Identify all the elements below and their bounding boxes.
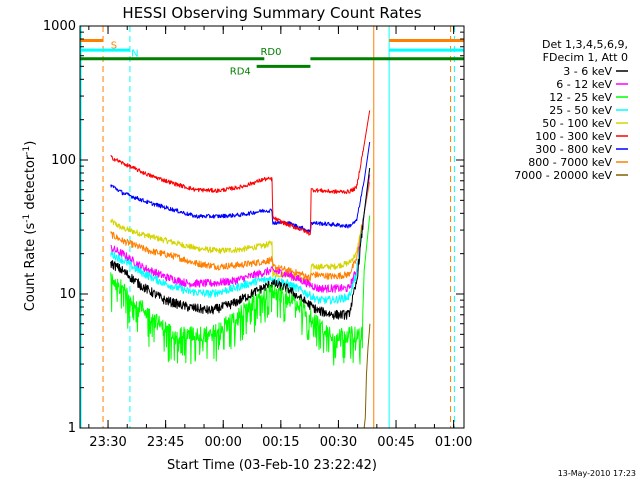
x-tick-label: 00:00 bbox=[204, 435, 241, 450]
y-tick-label: 1 bbox=[68, 421, 76, 436]
chart-title: HESSI Observing Summary Count Rates bbox=[122, 4, 421, 22]
series-line bbox=[110, 174, 371, 283]
y-axis-label-mid: detector bbox=[23, 154, 38, 214]
x-tick-label: 00:45 bbox=[377, 435, 414, 450]
x-tick-label: 01:00 bbox=[435, 435, 472, 450]
series-line bbox=[110, 167, 371, 320]
y-axis-ticks: 1 10 100 1000 bbox=[43, 19, 464, 436]
y-tick-label: 100 bbox=[51, 153, 76, 168]
x-tick-label: 23:45 bbox=[147, 435, 184, 450]
attenuator-event-lines bbox=[80, 26, 455, 428]
x-axis-ticks: 23:30 23:45 00:00 00:15 00:30 00:45 01:00 bbox=[88, 26, 472, 450]
legend-entry-label: 3 - 6 keV bbox=[563, 65, 612, 78]
y-tick-label: 1000 bbox=[43, 19, 76, 34]
series-line bbox=[110, 174, 371, 293]
x-tick-label: 00:15 bbox=[262, 435, 299, 450]
svg-text:Count Rate (s-1 detector-1): Count Rate (s-1 detector-1) bbox=[22, 141, 38, 312]
x-tick-label: 23:30 bbox=[89, 435, 126, 450]
x-tick-label: 00:30 bbox=[320, 435, 357, 450]
plot-frame bbox=[79, 25, 465, 429]
legend-header: FDecim 1, Att 0 bbox=[543, 51, 628, 64]
series-lines bbox=[110, 110, 371, 429]
series-line bbox=[363, 323, 371, 429]
y-axis-label-main: Count Rate (s bbox=[23, 223, 38, 312]
legend: Det 1,3,4,5,6,9,FDecim 1, Att 03 - 6 keV… bbox=[514, 38, 628, 182]
legend-entry-label: 800 - 7000 keV bbox=[528, 156, 612, 169]
flag-bars: S N RD0 RD4 bbox=[80, 38, 464, 77]
legend-entry-label: 7000 - 20000 keV bbox=[514, 169, 612, 182]
x-axis-label: Start Time (03-Feb-10 23:22:42) bbox=[167, 458, 377, 473]
flag-label: N bbox=[131, 49, 138, 60]
series-line bbox=[110, 215, 371, 366]
footer-date: 13-May-2010 17:23 bbox=[558, 469, 636, 478]
legend-entry-label: 6 - 12 keV bbox=[556, 78, 612, 91]
legend-header: Det 1,3,4,5,6,9, bbox=[542, 38, 628, 51]
series-line bbox=[110, 141, 371, 234]
legend-entry-label: 100 - 300 keV bbox=[535, 130, 612, 143]
series-line bbox=[110, 110, 371, 236]
legend-entry-label: 300 - 800 keV bbox=[535, 143, 612, 156]
series-line bbox=[110, 167, 371, 305]
series-line bbox=[110, 181, 371, 281]
y-axis-label: Count Rate (s-1 detector-1) bbox=[22, 141, 38, 312]
flag-label: S bbox=[111, 40, 117, 51]
y-tick-label: 10 bbox=[59, 287, 76, 302]
legend-entry-label: 25 - 50 keV bbox=[549, 104, 612, 117]
y-axis-label-sup1: -1 bbox=[22, 214, 32, 223]
y-axis-label-end: ) bbox=[23, 141, 38, 146]
legend-entry-label: 12 - 25 keV bbox=[549, 91, 612, 104]
legend-entry-label: 50 - 100 keV bbox=[542, 117, 612, 130]
y-axis-label-sup2: -1 bbox=[22, 146, 32, 155]
flag-label: RD4 bbox=[230, 66, 251, 77]
flag-label: RD0 bbox=[260, 47, 281, 58]
